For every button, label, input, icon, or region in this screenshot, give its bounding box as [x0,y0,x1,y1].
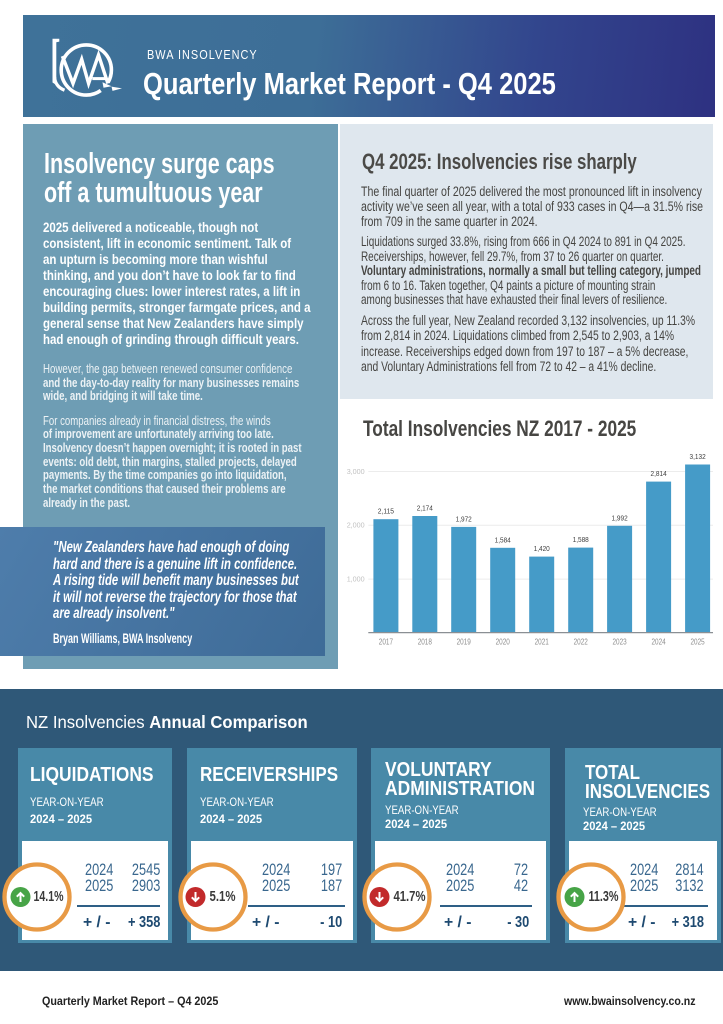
svg-text:2022: 2022 [574,637,588,647]
svg-text:1,584: 1,584 [495,535,511,544]
svg-text:3,132: 3,132 [690,452,706,461]
svg-text:1,992: 1,992 [612,513,628,522]
svg-text:1,972: 1,972 [456,514,472,523]
svg-text:14.1%: 14.1% [33,887,63,904]
svg-text:1,420: 1,420 [534,544,550,553]
svg-text:2,174: 2,174 [417,504,433,513]
svg-text:2017: 2017 [379,637,393,647]
svg-text:2018: 2018 [418,637,432,647]
svg-text:1,588: 1,588 [573,535,589,544]
svg-text:41.7%: 41.7% [393,887,425,904]
svg-text:2,115: 2,115 [378,507,394,516]
svg-text:2,814: 2,814 [651,469,667,478]
svg-text:11.3%: 11.3% [588,887,618,904]
svg-text:2021: 2021 [535,637,549,647]
svg-text:2019: 2019 [457,637,471,647]
svg-text:3,000: 3,000 [347,467,365,476]
svg-text:2020: 2020 [496,637,510,647]
svg-text:2023: 2023 [613,637,627,647]
svg-text:5.1%: 5.1% [209,887,235,904]
svg-text:1,000: 1,000 [347,575,365,584]
svg-text:2025: 2025 [691,637,705,647]
svg-text:2,000: 2,000 [347,521,365,530]
svg-text:2024: 2024 [652,637,666,647]
